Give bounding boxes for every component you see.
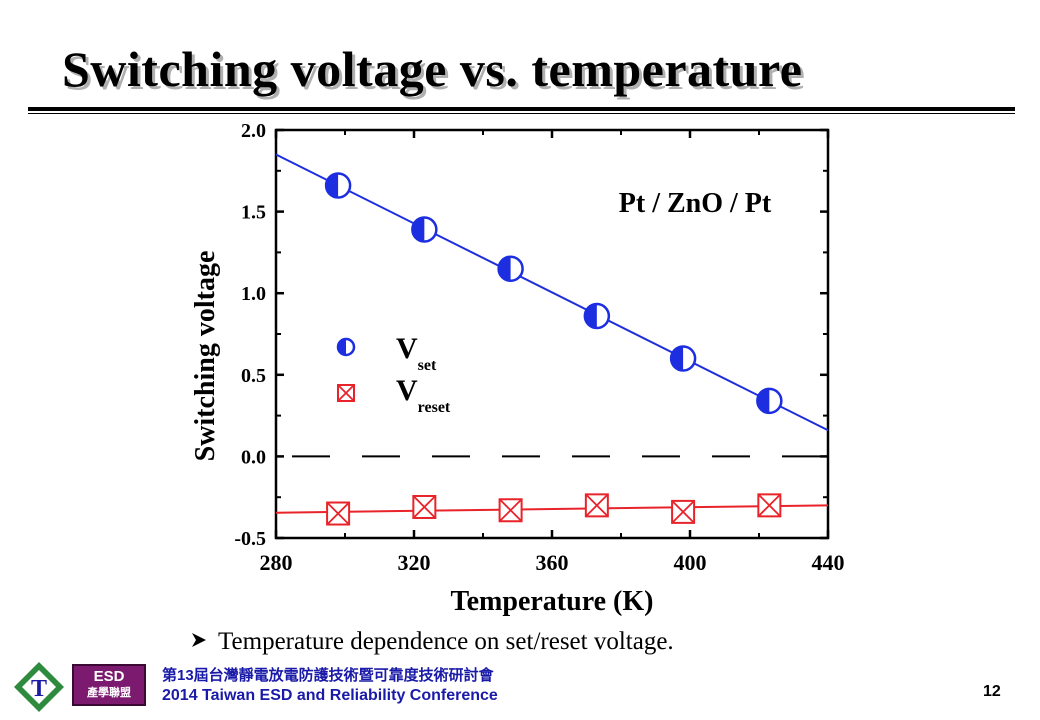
arrow-bullet-icon <box>190 628 208 656</box>
y-tick-label: 2.0 <box>241 120 266 142</box>
marker-cross-b <box>412 495 436 519</box>
legend-vreset-sub: reset <box>418 399 451 416</box>
legend-vreset-main: V <box>396 374 418 407</box>
title-underline <box>28 107 1015 111</box>
marker-cross-b <box>326 501 350 526</box>
marker-fill <box>757 388 770 413</box>
y-tick-label: 0.5 <box>241 365 266 387</box>
marker-cross-b <box>585 493 609 517</box>
marker-cross-b <box>757 493 781 517</box>
esd-alliance-badge: ESD 產學聯盟 <box>72 664 146 706</box>
marker-fill <box>498 256 511 281</box>
legend-vreset-symbol <box>337 384 355 402</box>
legend-marker-vset <box>336 337 356 357</box>
legend-marker-vreset <box>337 384 355 402</box>
y-tick-label: 1.5 <box>241 202 266 224</box>
vset-data-point <box>669 345 697 372</box>
marker-fill <box>326 173 339 198</box>
vreset-data-point <box>412 494 437 519</box>
legend-vset-sub: set <box>418 357 437 374</box>
vreset-data-point <box>498 498 523 523</box>
vreset-data-point <box>584 493 609 518</box>
bullet-text: Temperature dependence on set/reset volt… <box>218 628 674 655</box>
vset-data-point <box>497 255 524 282</box>
legend-label-vset: Vset <box>396 332 437 374</box>
y-axis-label: Switching voltage <box>190 251 221 462</box>
footer-conference-english: 2014 Taiwan ESD and Reliability Conferen… <box>162 687 498 704</box>
marker-cross-b <box>498 498 523 522</box>
y-tick-label: -0.5 <box>234 528 266 550</box>
x-tick-label: 280 <box>260 550 293 575</box>
page-number: 12 <box>983 683 1001 700</box>
vreset-data-point <box>671 499 696 524</box>
logo-letter: T <box>31 676 47 702</box>
marker-fill <box>584 304 597 329</box>
vreset-data-point <box>757 493 782 518</box>
marker-cross-b <box>337 384 355 402</box>
bullet-point: Temperature dependence on set/reset volt… <box>190 628 674 656</box>
vset-data-point <box>756 387 783 415</box>
vset-data-point <box>324 172 352 199</box>
title-underline-thin <box>28 113 1015 114</box>
conference-logo-icon: T <box>12 660 66 719</box>
x-tick-label: 440 <box>812 550 845 575</box>
x-tick-label: 360 <box>536 550 569 575</box>
vset-data-point <box>411 216 438 243</box>
legend-vset-symbol <box>336 337 356 357</box>
y-tick-label: 1.0 <box>241 283 266 305</box>
slide-title: Switching voltage vs. temperature <box>62 41 803 97</box>
x-axis-label: Temperature (K) <box>451 586 654 617</box>
badge-top-text: ESD <box>93 668 125 685</box>
legend-label-vreset: Vreset <box>396 374 451 416</box>
marker-fill <box>412 217 425 242</box>
legend-vset-main: V <box>396 332 418 365</box>
vreset-data-point <box>326 501 351 526</box>
vset-data-point <box>583 302 611 330</box>
marker-fill <box>671 346 684 371</box>
x-tick-label: 320 <box>398 550 431 575</box>
vreset-fit-line <box>275 504 829 514</box>
y-tick-label: 0.0 <box>241 446 266 468</box>
badge-bottom-text: 產學聯盟 <box>87 687 131 699</box>
marker-fill <box>338 339 346 355</box>
marker-cross-b <box>671 500 695 524</box>
footer-conference-chinese: 第13屆台灣靜電放電防護技術暨可靠度技術研討會 <box>162 667 494 684</box>
x-tick-label: 400 <box>674 550 707 575</box>
legend: Vset Vreset <box>336 332 451 416</box>
vset-fit-line <box>275 153 829 432</box>
sample-annotation: Pt / ZnO / Pt <box>619 188 772 219</box>
